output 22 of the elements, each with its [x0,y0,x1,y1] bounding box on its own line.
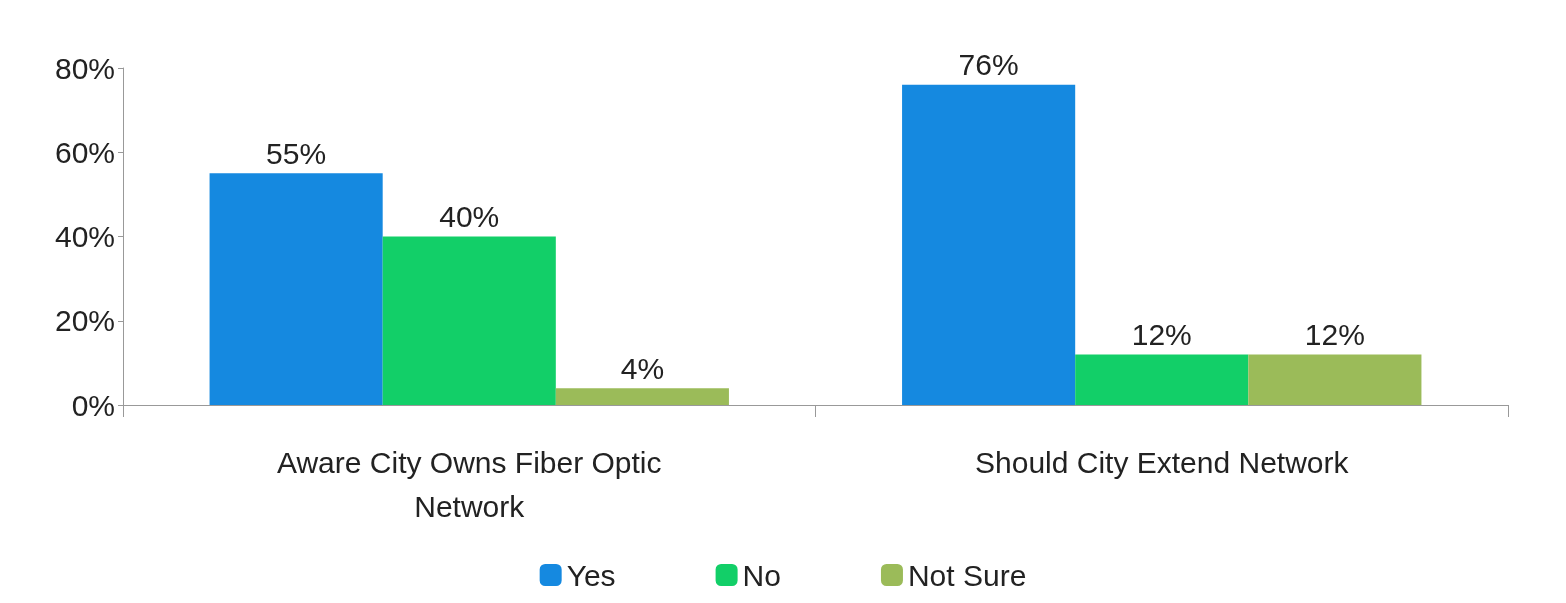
bar [1248,354,1422,405]
bar [382,236,556,405]
data-label: 76% [958,48,1019,82]
data-label: 4% [620,351,665,385]
legend-label: Yes [566,558,616,592]
y-tick-label: 0% [71,388,115,422]
bar [1075,354,1249,405]
x-tick-label: Should City Extend Network [974,445,1350,479]
data-label: 40% [439,200,500,233]
x-tick-label: Aware City Owns Fiber Optic Network [276,445,662,523]
legend-label: No [742,558,781,592]
bar [902,84,1076,405]
bar [555,388,729,405]
y-tick-label: 20% [54,304,115,338]
data-label: 12% [1304,317,1365,351]
legend-label: Not Sure [907,558,1027,592]
y-tick-label: 40% [54,220,115,253]
y-tick-label: 60% [54,135,115,169]
data-label: 55% [266,136,327,170]
y-tick-label: 80% [54,51,115,85]
bar [209,173,383,405]
data-label: 12% [1131,317,1192,351]
